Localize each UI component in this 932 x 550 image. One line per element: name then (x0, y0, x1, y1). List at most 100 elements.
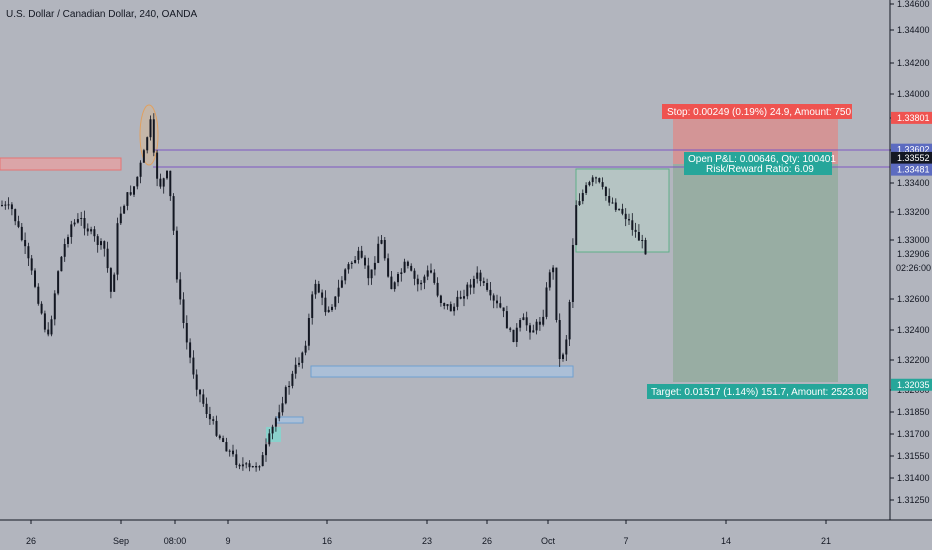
candle-body (360, 250, 363, 258)
price-tag-bg (891, 163, 932, 176)
time-tick-label: 14 (721, 536, 731, 546)
candle-body (103, 241, 106, 249)
candle-body (90, 229, 93, 232)
candle-body (265, 444, 267, 456)
candle-body (133, 186, 135, 195)
candle-body (568, 302, 571, 340)
candle-body (430, 270, 432, 273)
candle-body (555, 267, 558, 320)
candle-body (258, 466, 261, 468)
candle-body (588, 182, 591, 186)
candle-body (519, 320, 522, 328)
chart-title: U.S. Dollar / Canadian Dollar, 240, OAND… (6, 9, 198, 20)
candle-body (27, 246, 30, 259)
candle-body (611, 202, 614, 204)
candle-body (522, 317, 525, 320)
candle-body (400, 272, 403, 274)
candle-body (205, 403, 208, 414)
candle-body (281, 403, 284, 413)
candle-body (149, 119, 152, 138)
candle-body (591, 177, 594, 183)
candle-body (601, 182, 604, 187)
candle-body (535, 321, 538, 331)
time-tick-label: 21 (821, 536, 831, 546)
candle-body (37, 286, 40, 304)
candle-body (255, 466, 258, 468)
candle-body (459, 296, 462, 299)
stop-label: Stop: 0.00249 (0.19%) 24.9, Amount: 750 (667, 107, 851, 118)
candle-body (70, 224, 73, 237)
pnl-label-bg (684, 152, 832, 175)
candle-body (443, 303, 446, 306)
candle-body (502, 307, 505, 312)
candle-body (370, 269, 373, 279)
price-tick-label: 1.33000 (897, 235, 930, 245)
price-tick-label: 1.33400 (897, 178, 930, 188)
price-tag-label: 1.32035 (897, 380, 930, 390)
candle-body (618, 208, 621, 210)
candle-body (126, 192, 129, 206)
price-tick-label: 1.31250 (897, 495, 930, 505)
price-tag-bg (891, 378, 932, 391)
candle-body (631, 220, 634, 230)
candle-body (47, 329, 50, 335)
candle-body (380, 240, 383, 244)
candle-body (367, 265, 370, 279)
price-tick-label: 1.31700 (897, 429, 930, 439)
candle-body (373, 262, 376, 270)
price-tick-label: 1.34400 (897, 25, 930, 35)
time-tick-label: 16 (322, 536, 332, 546)
candle-body (472, 278, 475, 288)
candle-body (344, 269, 347, 281)
price-tick-label: 1.34600 (897, 0, 930, 9)
candle-body (347, 264, 350, 270)
candle-body (202, 394, 205, 404)
candle-body (245, 463, 248, 465)
candle-body (581, 193, 584, 202)
candle-body (410, 265, 413, 271)
candle-body (327, 309, 330, 313)
candle-body (228, 450, 231, 452)
candle-body (317, 283, 320, 293)
candle-body (119, 213, 122, 224)
candle-body (76, 219, 79, 223)
candle-body (331, 306, 333, 310)
candle-body (199, 389, 201, 395)
candle-body (489, 289, 492, 296)
time-axis[interactable]: 26 Sep 08:00 9 16 23 26 Oct 7 14 21 (26, 520, 831, 546)
candle-body (641, 240, 644, 241)
candle-body (50, 319, 53, 335)
price-tag-bg (891, 111, 932, 124)
candle-body (238, 464, 241, 467)
price-tag-bg (891, 151, 932, 164)
candle-body (63, 244, 66, 257)
candle-body (189, 342, 192, 358)
candle-body (466, 284, 469, 297)
candle-body (24, 240, 27, 247)
candle-body (307, 318, 310, 346)
price-tag-label: 1.33801 (897, 113, 930, 123)
candle-body (595, 177, 597, 179)
candle-body (614, 202, 617, 210)
candle-body (571, 245, 574, 302)
time-tick-label: Sep (113, 536, 129, 546)
candle-body (146, 137, 149, 151)
candle-body (628, 219, 630, 221)
candle-body (538, 321, 541, 325)
candle-body (301, 352, 304, 363)
candle-body (169, 170, 172, 197)
candle-body (60, 256, 63, 272)
candle-body (525, 317, 528, 326)
candle-body (232, 450, 234, 455)
time-tick-label: Oct (541, 536, 556, 546)
candle-body (634, 229, 637, 232)
candle-body (505, 311, 508, 329)
candle-body (80, 218, 83, 219)
candle-body (20, 226, 23, 241)
candle-body (166, 170, 168, 179)
candle-body (558, 320, 561, 359)
candle-body (261, 455, 264, 467)
candle-body (100, 241, 102, 246)
price-tick-label: 1.32400 (897, 325, 930, 335)
